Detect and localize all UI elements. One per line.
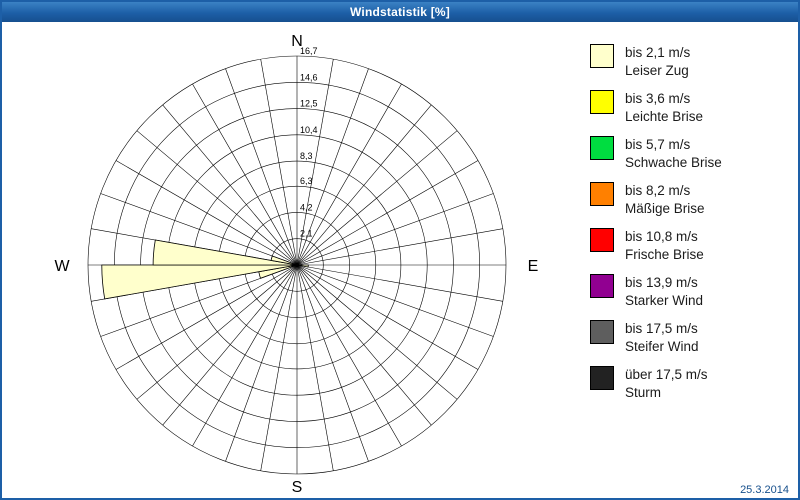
- legend-label-speed: bis 8,2 m/s: [625, 183, 691, 198]
- legend-item: bis 10,8 m/s Frische Brise: [590, 228, 790, 264]
- legend-label-name: Frische Brise: [625, 247, 704, 262]
- legend-item: bis 13,9 m/s Starker Wind: [590, 274, 790, 310]
- wind-rose-wedge: [152, 239, 298, 266]
- wind-rose-wedges: [101, 239, 309, 300]
- compass-label-s: S: [292, 479, 303, 496]
- svg-text:8,3: 8,3: [300, 151, 313, 161]
- legend-label-name: Leichte Brise: [625, 109, 704, 124]
- svg-text:6,3: 6,3: [300, 176, 313, 186]
- legend-item: bis 2,1 m/s Leiser Zug: [590, 44, 790, 80]
- legend-label-speed: bis 17,5 m/s: [625, 321, 698, 336]
- legend-swatch: [590, 274, 614, 298]
- legend-swatch: [590, 320, 614, 344]
- compass-label-w: W: [54, 258, 70, 275]
- legend-swatch: [590, 228, 614, 252]
- legend-label-speed: bis 3,6 m/s: [625, 91, 691, 106]
- legend-label-speed: über 17,5 m/s: [625, 367, 708, 382]
- legend-swatch: [590, 90, 614, 114]
- legend-label-name: Mäßige Brise: [625, 201, 705, 216]
- chart-area: 2,1 4,2 6,3 8,3 10,4 12,5 14,6 16,7 N S W E: [2, 22, 562, 498]
- compass-label-n: N: [291, 33, 303, 50]
- legend-item: bis 8,2 m/s Mäßige Brise: [590, 182, 790, 218]
- date-label: 25.3.2014: [740, 484, 789, 496]
- title-bar: Windstatistik [%]: [2, 2, 798, 22]
- radial-tick-labels: 2,1 4,2 6,3 8,3 10,4 12,5 14,6 16,7: [300, 46, 318, 239]
- legend-item: bis 5,7 m/s Schwache Brise: [590, 136, 790, 172]
- legend-label-name: Starker Wind: [625, 293, 704, 308]
- compass-labels: N S W E: [54, 33, 538, 496]
- legend-label-speed: bis 10,8 m/s: [625, 229, 698, 244]
- compass-label-e: E: [528, 258, 539, 275]
- wind-rose-chart: 2,1 4,2 6,3 8,3 10,4 12,5 14,6 16,7N S W E: [54, 33, 538, 496]
- wind-rose-wedge: [101, 264, 298, 300]
- svg-text:14,6: 14,6: [300, 72, 318, 82]
- legend-label-name: Leiser Zug: [625, 63, 689, 78]
- svg-text:2,1: 2,1: [300, 229, 313, 239]
- legend-label-speed: bis 5,7 m/s: [625, 137, 691, 152]
- legend-item: über 17,5 m/s Sturm: [590, 366, 790, 402]
- page-title: Windstatistik [%]: [350, 5, 450, 19]
- legend-label-speed: bis 2,1 m/s: [625, 45, 691, 60]
- svg-text:12,5: 12,5: [300, 99, 318, 109]
- legend-swatch: [590, 182, 614, 206]
- legend: bis 2,1 m/s Leiser Zug bis 3,6 m/s Leich…: [590, 44, 790, 412]
- legend-item: bis 3,6 m/s Leichte Brise: [590, 90, 790, 126]
- legend-item: bis 17,5 m/s Steifer Wind: [590, 320, 790, 356]
- legend-swatch: [590, 136, 614, 160]
- wind-rose-wedge: [270, 255, 298, 266]
- legend-swatch: [590, 44, 614, 68]
- legend-label-name: Schwache Brise: [625, 155, 722, 170]
- svg-text:4,2: 4,2: [300, 202, 313, 212]
- legend-swatch: [590, 366, 614, 390]
- wind-rose-wedge: [296, 264, 309, 268]
- svg-text:16,7: 16,7: [300, 46, 318, 56]
- legend-label-name: Sturm: [625, 385, 662, 400]
- legend-label-name: Steifer Wind: [625, 339, 699, 354]
- svg-text:10,4: 10,4: [300, 125, 318, 135]
- chart-center-dot: [295, 263, 299, 267]
- legend-label-speed: bis 13,9 m/s: [625, 275, 698, 290]
